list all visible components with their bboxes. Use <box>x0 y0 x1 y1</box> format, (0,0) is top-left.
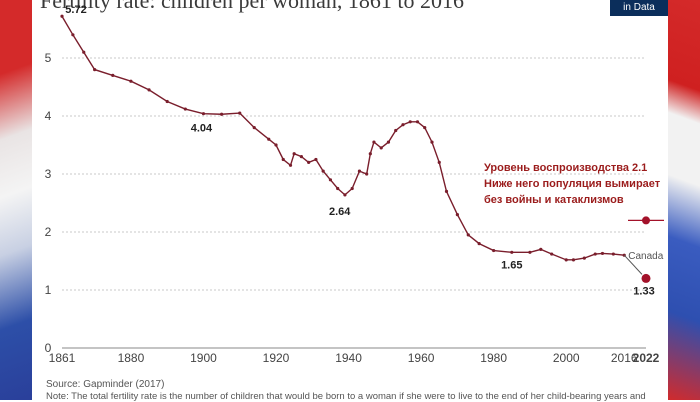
y-tick-label: 0 <box>45 341 52 355</box>
series-point <box>571 258 576 262</box>
series-point <box>350 186 354 191</box>
flag-background-right <box>664 0 700 400</box>
series-point <box>368 152 372 156</box>
series-point <box>220 112 224 116</box>
series-point <box>582 256 586 260</box>
y-tick-label: 1 <box>45 283 52 297</box>
x-tick-label: 1880 <box>118 351 145 365</box>
chart-title: Fertility rate: children per woman, 1861… <box>40 0 465 13</box>
y-tick-label: 4 <box>45 109 52 123</box>
series-point <box>379 146 383 150</box>
data-label: 5.72 <box>65 4 86 16</box>
series-point <box>437 160 441 164</box>
x-tick-label: 2022 <box>633 351 660 365</box>
reference-marker <box>642 216 650 225</box>
series-point <box>423 126 427 130</box>
series-point <box>201 112 206 116</box>
series-point <box>550 252 554 256</box>
y-tick-label: 2 <box>45 225 52 239</box>
x-tick-label: 2016 <box>611 351 638 365</box>
series-point <box>539 247 543 251</box>
flag-background-left <box>0 0 36 400</box>
series-point <box>564 258 568 262</box>
y-tick-label: 5 <box>45 51 52 65</box>
series-point <box>528 250 532 254</box>
series-point <box>357 169 362 173</box>
annotation-line-2: Ниже него популяция вымирает <box>484 178 661 190</box>
series-point <box>343 193 347 197</box>
series-point <box>394 128 398 133</box>
series-point <box>408 120 412 124</box>
series-point <box>611 252 615 256</box>
x-tick-label: 2000 <box>553 351 580 365</box>
data-label: 4.04 <box>191 123 213 135</box>
annotation-line-1: Уровень воспроизводства 2.1 <box>484 162 648 174</box>
x-tick-label: 1920 <box>263 351 290 365</box>
series-label: Canada <box>628 251 663 262</box>
x-tick-label: 1960 <box>408 351 435 365</box>
series-point <box>328 178 333 182</box>
series-point <box>111 73 115 77</box>
series-point <box>147 88 151 92</box>
x-tick-label: 1980 <box>480 351 507 365</box>
series-point <box>593 252 597 256</box>
x-tick-label: 1900 <box>190 351 217 365</box>
series-point <box>129 79 133 83</box>
series-point <box>600 251 605 256</box>
series-point <box>292 152 296 156</box>
series-point <box>60 14 64 18</box>
series-point <box>430 140 434 144</box>
note-text: Note: The total fertility rate is the nu… <box>46 391 646 402</box>
series-point <box>252 126 256 130</box>
reproduction-annotation: Уровень воспроизводства 2.1 Ниже него по… <box>484 160 660 208</box>
series-point <box>267 137 271 141</box>
data-label: 1.33 <box>633 285 654 297</box>
series-point <box>274 143 278 147</box>
series-point <box>372 140 376 144</box>
series-point <box>477 242 481 246</box>
series-point <box>321 169 325 173</box>
series-point <box>510 250 514 254</box>
series-point <box>281 157 285 162</box>
x-tick-label: 1940 <box>335 351 362 365</box>
chart-panel: Fertility rate: children per woman, 1861… <box>32 0 668 402</box>
series-point <box>288 163 293 167</box>
series-point <box>165 99 169 104</box>
series-point <box>336 186 340 191</box>
data-label: 1.65 <box>501 259 522 271</box>
series-point <box>365 172 369 176</box>
series-point <box>386 140 391 144</box>
series-point <box>82 50 86 54</box>
our-world-in-data-logo: in Data <box>610 0 668 16</box>
series-point <box>455 213 459 217</box>
series-point <box>401 123 405 127</box>
x-tick-label: 1861 <box>49 351 76 365</box>
series-point <box>444 189 449 193</box>
series-point <box>71 33 75 37</box>
series-point <box>415 120 420 124</box>
series-point <box>183 107 187 111</box>
series-point <box>466 233 470 237</box>
series-point <box>314 157 318 162</box>
endpoint-arrow <box>623 254 643 275</box>
data-label: 2.64 <box>329 206 351 218</box>
series-point <box>307 160 311 164</box>
y-tick-label: 3 <box>45 167 52 181</box>
series-point <box>492 248 496 253</box>
series-point <box>238 111 242 115</box>
annotation-line-3: без войны и катаклизмов <box>484 194 624 206</box>
endpoint-2022-marker <box>641 273 651 283</box>
series-point <box>299 155 304 159</box>
line-chart: 0 1 2 3 4 5 1861 1880 1900 1920 1940 1960 1980 2000 20… <box>45 4 664 365</box>
series-point <box>93 68 97 72</box>
series-line <box>61 15 625 261</box>
source-text: Source: Gapminder (2017) <box>46 379 165 390</box>
